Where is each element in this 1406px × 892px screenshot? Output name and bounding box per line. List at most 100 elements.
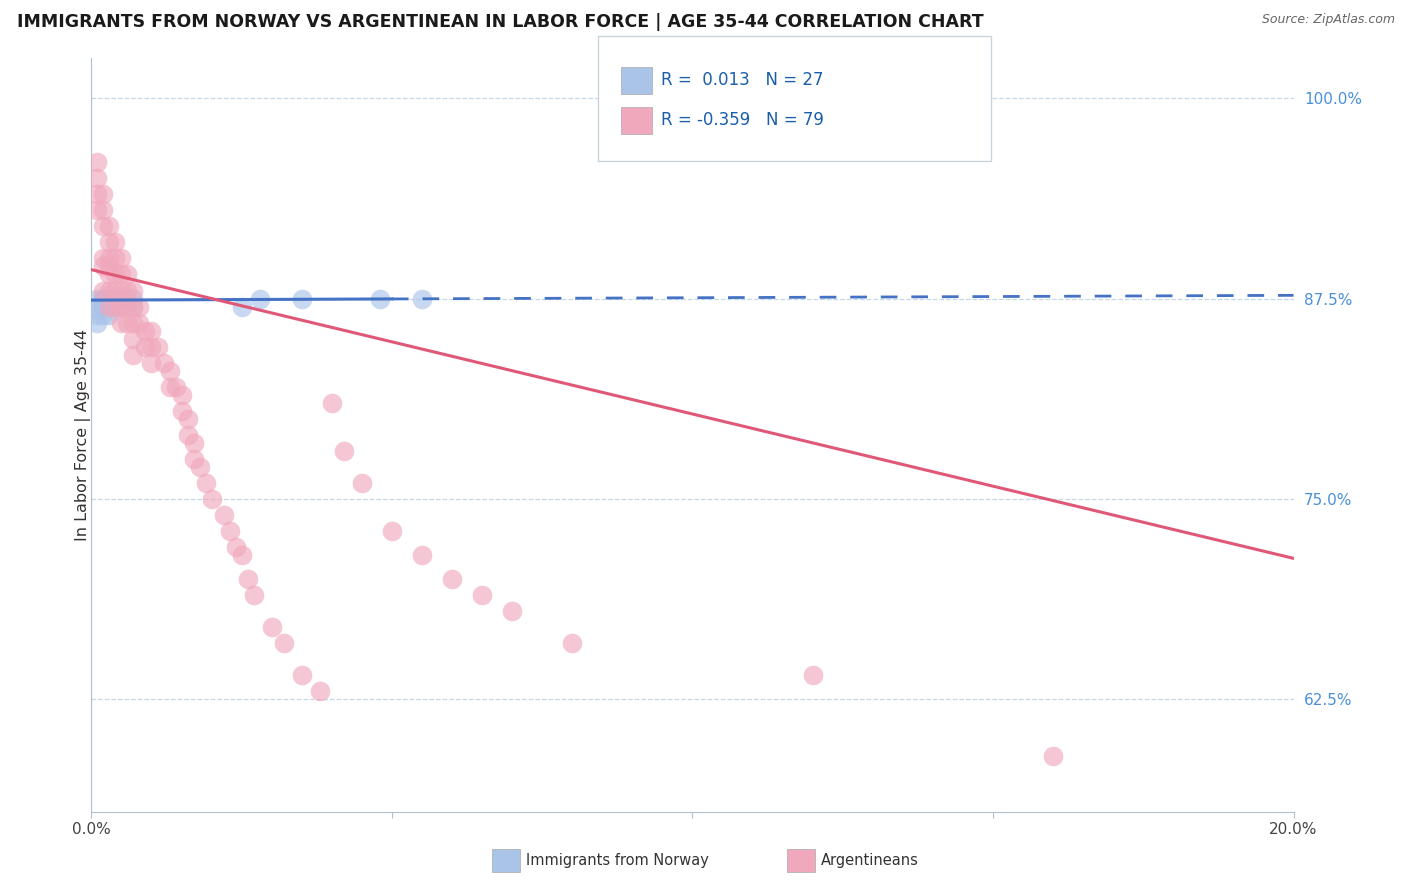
- Point: [86, 300, 108, 314]
- Point: [122, 292, 145, 306]
- Point: [93, 284, 115, 298]
- Point: [225, 540, 247, 554]
- Point: [98, 268, 121, 282]
- Point: [218, 524, 240, 538]
- Point: [104, 292, 127, 306]
- Point: [242, 588, 264, 602]
- Point: [98, 252, 121, 266]
- Point: [141, 324, 163, 338]
- Point: [236, 572, 259, 586]
- Point: [93, 300, 115, 314]
- Point: [86, 187, 108, 202]
- Point: [86, 316, 108, 330]
- Point: [98, 292, 121, 306]
- Point: [128, 300, 150, 314]
- Point: [104, 268, 127, 282]
- Point: [291, 292, 314, 306]
- Point: [194, 475, 217, 490]
- Point: [291, 668, 314, 682]
- Point: [104, 300, 127, 314]
- Point: [201, 491, 224, 506]
- Point: [183, 451, 205, 466]
- Point: [122, 300, 145, 314]
- Point: [152, 356, 174, 370]
- Point: [411, 548, 433, 562]
- Point: [1042, 748, 1064, 763]
- Point: [134, 340, 156, 354]
- Point: [110, 284, 132, 298]
- Point: [110, 316, 132, 330]
- Point: [93, 292, 115, 306]
- Point: [93, 292, 115, 306]
- Point: [801, 668, 824, 682]
- Point: [333, 443, 356, 458]
- Point: [368, 292, 391, 306]
- Point: [159, 364, 181, 378]
- Point: [110, 268, 132, 282]
- Point: [128, 316, 150, 330]
- Point: [122, 348, 145, 362]
- Point: [321, 396, 343, 410]
- Text: Immigrants from Norway: Immigrants from Norway: [526, 854, 709, 868]
- Point: [93, 308, 115, 322]
- Point: [98, 300, 121, 314]
- Text: R =  0.013   N = 27: R = 0.013 N = 27: [661, 71, 824, 89]
- Point: [110, 292, 132, 306]
- Point: [471, 588, 494, 602]
- Point: [93, 219, 115, 234]
- Point: [501, 604, 523, 618]
- Point: [273, 636, 295, 650]
- Point: [249, 292, 271, 306]
- Point: [98, 235, 121, 250]
- Point: [86, 203, 108, 218]
- Point: [110, 300, 132, 314]
- Point: [170, 388, 193, 402]
- Point: [231, 300, 253, 314]
- Point: [183, 435, 205, 450]
- Point: [86, 171, 108, 186]
- Point: [176, 412, 198, 426]
- Text: R = -0.359   N = 79: R = -0.359 N = 79: [661, 112, 824, 129]
- Point: [176, 427, 198, 442]
- Point: [122, 284, 145, 298]
- Point: [260, 620, 283, 634]
- Point: [93, 300, 115, 314]
- Point: [93, 292, 115, 306]
- Point: [188, 459, 211, 474]
- Point: [104, 284, 127, 298]
- Point: [93, 187, 115, 202]
- Y-axis label: In Labor Force | Age 35-44: In Labor Force | Age 35-44: [75, 329, 91, 541]
- Point: [117, 292, 139, 306]
- Point: [159, 380, 181, 394]
- Point: [165, 380, 187, 394]
- Point: [104, 300, 127, 314]
- Text: IMMIGRANTS FROM NORWAY VS ARGENTINEAN IN LABOR FORCE | AGE 35-44 CORRELATION CHA: IMMIGRANTS FROM NORWAY VS ARGENTINEAN IN…: [17, 13, 984, 31]
- Point: [212, 508, 235, 522]
- Point: [93, 203, 115, 218]
- Point: [110, 252, 132, 266]
- Point: [86, 155, 108, 169]
- Point: [561, 636, 583, 650]
- Point: [141, 340, 163, 354]
- Point: [93, 252, 115, 266]
- Point: [381, 524, 404, 538]
- Point: [170, 404, 193, 418]
- Point: [308, 684, 330, 698]
- Point: [117, 268, 139, 282]
- Point: [93, 260, 115, 274]
- Point: [86, 308, 108, 322]
- Point: [117, 316, 139, 330]
- Point: [104, 252, 127, 266]
- Point: [98, 300, 121, 314]
- Point: [141, 356, 163, 370]
- Point: [104, 292, 127, 306]
- Point: [231, 548, 253, 562]
- Point: [110, 300, 132, 314]
- Point: [98, 219, 121, 234]
- Point: [122, 300, 145, 314]
- Point: [122, 316, 145, 330]
- Point: [98, 260, 121, 274]
- Point: [146, 340, 169, 354]
- Point: [86, 292, 108, 306]
- Text: Argentineans: Argentineans: [821, 854, 920, 868]
